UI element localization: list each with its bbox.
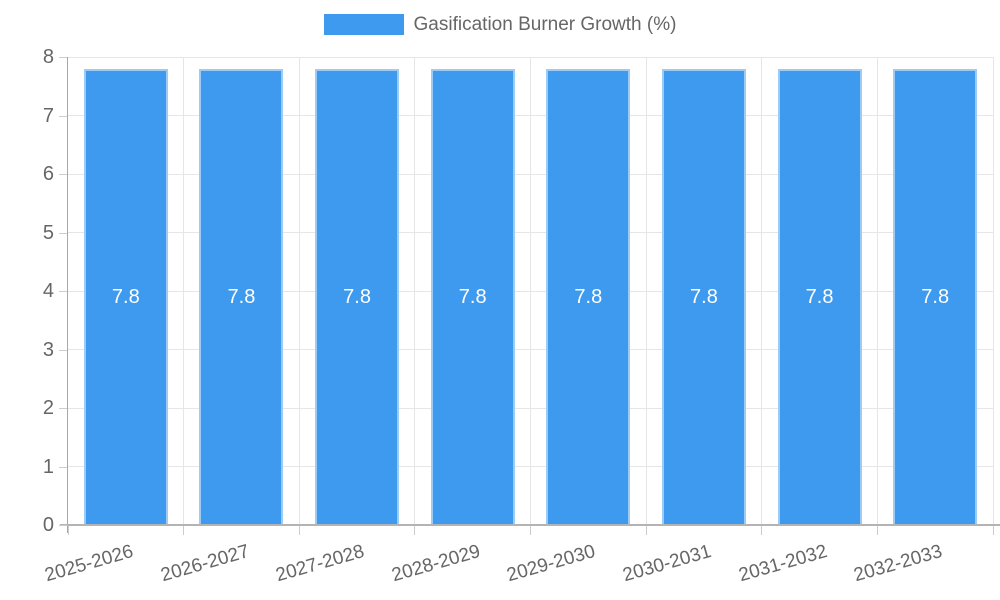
bar-2026-2027[interactable]: 7.8 — [199, 68, 284, 525]
legend-label: Gasification Burner Growth (%) — [413, 14, 677, 35]
bar-value-label-2027-2028: 7.8 — [343, 285, 371, 308]
plot-area: 7.8 7.8 7.8 7.8 7.8 7.8 7.8 7.8 — [68, 56, 994, 525]
v-gridline-1 — [183, 57, 185, 525]
y-tick-0 — [59, 525, 67, 526]
v-gridline-7 — [876, 57, 878, 525]
bar-2028-2029[interactable]: 7.8 — [430, 68, 515, 525]
x-axis-label-2031-2032: 2031-2032 — [736, 541, 830, 587]
v-gridline-3 — [414, 57, 416, 525]
y-axis-label-4: 4 — [42, 280, 54, 302]
y-tick-2 — [59, 408, 67, 409]
x-tick-4 — [530, 526, 531, 535]
bar-value-label-2030-2031: 7.8 — [690, 285, 718, 308]
chart-legend: Gasification Burner Growth (%) — [0, 14, 1000, 35]
bar-value-label-2025-2026: 7.8 — [111, 285, 140, 308]
x-tick-6 — [761, 526, 763, 535]
bar-2027-2028[interactable]: 7.8 — [315, 68, 400, 525]
y-tick-4 — [59, 291, 67, 292]
x-axis-label-2029-2030: 2029-2030 — [504, 541, 599, 587]
bar-2029-2030[interactable]: 7.8 — [546, 68, 631, 525]
y-axis-label-2: 2 — [42, 397, 54, 419]
v-gridline-8 — [992, 57, 994, 525]
x-axis-label-2025-2026: 2025-2026 — [42, 541, 136, 587]
bar-value-label-2029-2030: 7.8 — [574, 285, 603, 308]
y-tick-8 — [59, 57, 67, 58]
y-axis-label-3: 3 — [42, 338, 54, 361]
legend-swatch-icon — [323, 14, 404, 35]
y-tick-3 — [59, 349, 67, 351]
bar-value-label-2032-2033: 7.8 — [921, 285, 950, 308]
y-tick-1 — [59, 466, 67, 468]
x-tick-1 — [183, 526, 185, 535]
y-tick-7 — [59, 115, 67, 117]
bar-2031-2032[interactable]: 7.8 — [777, 68, 862, 525]
x-axis-label-2027-2028: 2027-2028 — [273, 541, 367, 587]
bar-2030-2031[interactable]: 7.8 — [661, 68, 746, 525]
x-tick-0 — [67, 526, 69, 535]
y-axis-label-0: 0 — [42, 514, 54, 536]
y-tick-5 — [59, 232, 67, 234]
bar-value-label-2028-2029: 7.8 — [458, 285, 487, 308]
x-axis-label-2032-2033: 2032-2033 — [851, 541, 945, 587]
y-axis-line — [67, 57, 68, 533]
bar-value-label-2026-2027: 7.8 — [227, 285, 256, 308]
x-tick-2 — [298, 526, 300, 535]
bar-2025-2026[interactable]: 7.8 — [83, 68, 168, 525]
x-tick-8 — [992, 526, 994, 535]
x-axis-label-2028-2029: 2028-2029 — [389, 541, 483, 587]
y-tick-6 — [59, 174, 67, 175]
x-axis-line — [60, 524, 1000, 526]
legend-item-gasification-burner-growth[interactable]: Gasification Burner Growth (%) — [323, 14, 677, 35]
y-axis-label-5: 5 — [42, 221, 54, 244]
y-axis-label-8: 8 — [42, 46, 54, 68]
x-axis-label-2030-2031: 2030-2031 — [620, 541, 714, 587]
bar-value-label-2031-2032: 7.8 — [805, 285, 834, 308]
v-gridline-2 — [298, 57, 300, 525]
x-axis-label-2026-2027: 2026-2027 — [158, 541, 252, 587]
v-gridline-4 — [530, 57, 531, 525]
v-gridline-6 — [761, 57, 763, 525]
x-tick-7 — [876, 526, 878, 535]
x-tick-5 — [645, 526, 647, 535]
v-gridline-5 — [645, 57, 647, 525]
x-tick-3 — [414, 526, 416, 535]
y-axis-label-6: 6 — [42, 163, 54, 185]
y-axis-label-7: 7 — [42, 104, 54, 127]
y-axis-label-1: 1 — [42, 455, 54, 478]
bar-2032-2033[interactable]: 7.8 — [893, 68, 978, 525]
